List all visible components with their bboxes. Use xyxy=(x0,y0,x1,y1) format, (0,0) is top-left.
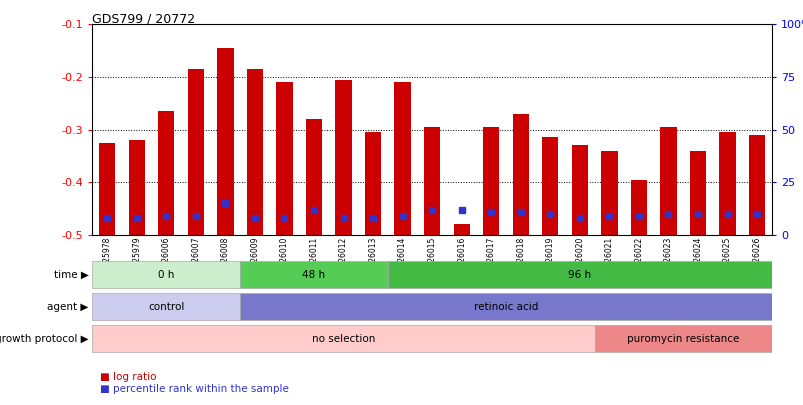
Text: puromycin resistance: puromycin resistance xyxy=(626,334,739,344)
Bar xyxy=(335,79,351,235)
Text: GDS799 / 20772: GDS799 / 20772 xyxy=(92,12,195,25)
Text: ■ percentile rank within the sample: ■ percentile rank within the sample xyxy=(100,384,289,394)
Bar xyxy=(512,114,528,235)
Bar xyxy=(92,326,594,352)
Bar xyxy=(453,224,469,235)
Bar xyxy=(240,294,771,320)
Bar xyxy=(594,326,771,352)
Bar xyxy=(719,132,735,235)
Text: 0 h: 0 h xyxy=(158,270,174,280)
Bar xyxy=(394,82,410,235)
Text: agent ▶: agent ▶ xyxy=(47,302,88,312)
Text: 96 h: 96 h xyxy=(568,270,591,280)
Bar xyxy=(541,137,558,235)
Text: time ▶: time ▶ xyxy=(54,270,88,280)
Bar xyxy=(387,262,771,288)
Bar xyxy=(689,151,705,235)
Bar xyxy=(92,294,240,320)
Bar xyxy=(748,135,764,235)
Bar xyxy=(423,127,440,235)
Bar xyxy=(99,143,115,235)
Bar xyxy=(630,180,646,235)
Text: retinoic acid: retinoic acid xyxy=(473,302,537,312)
Bar xyxy=(92,262,240,288)
Bar xyxy=(240,262,387,288)
Bar xyxy=(365,132,381,235)
Text: no selection: no selection xyxy=(312,334,375,344)
Bar xyxy=(601,151,617,235)
Bar xyxy=(305,119,322,235)
Bar xyxy=(276,82,292,235)
Bar xyxy=(571,145,587,235)
Text: 48 h: 48 h xyxy=(302,270,325,280)
Bar xyxy=(247,69,263,235)
Bar xyxy=(187,69,204,235)
Text: growth protocol ▶: growth protocol ▶ xyxy=(0,334,88,344)
Bar xyxy=(158,111,174,235)
Text: control: control xyxy=(148,302,184,312)
Text: ■ log ratio: ■ log ratio xyxy=(100,372,157,382)
Bar xyxy=(659,127,676,235)
Bar xyxy=(128,140,145,235)
Bar xyxy=(483,127,499,235)
Bar xyxy=(217,48,233,235)
